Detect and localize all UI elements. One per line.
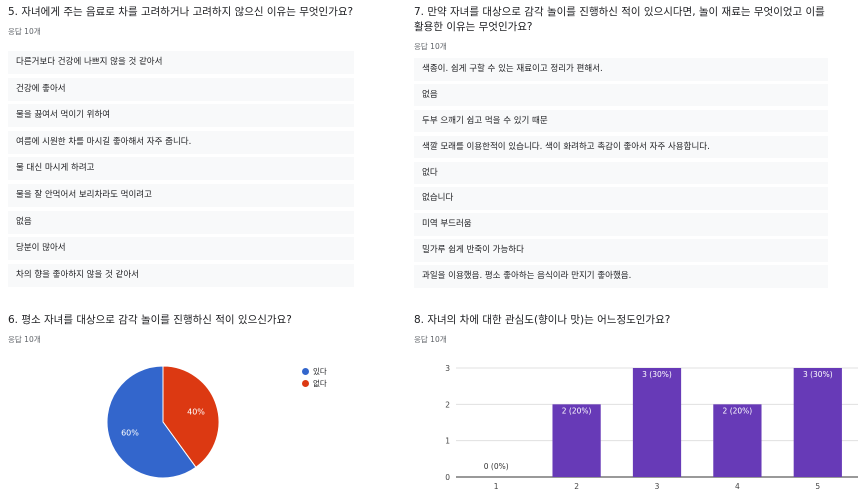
bar-value-label-2: 2 (20%) [562,406,592,415]
x-tick-label-5: 5 [815,482,820,491]
bar-value-label-4: 2 (20%) [723,406,753,415]
question-5-panel: 5. 자녀에게 주는 음료로 차를 고려하거나 고려하지 않으신 이유는 무엇인… [8,5,354,290]
question-7-title: 7. 만약 자녀를 대상으로 감각 놀이를 진행하신 적이 있으시다면, 놀이 … [414,6,825,33]
question-6-panel: 6. 평소 자녀를 대상으로 감각 놀이를 진행하신 적이 있으신가요? 응답 … [8,313,354,345]
x-tick-label-3: 3 [655,482,660,491]
bar-5 [793,368,842,477]
question-7-response-list: 색종이. 쉽게 구할 수 있는 재료이고 정리가 편해서. 없음 두부 으깨기 쉽고… [414,58,828,288]
question-5-response-6: 물을 잘 안먹어서 보리차라도 먹이려고 [8,183,354,207]
legend-dot-no [302,380,309,387]
question-5-title: 5. 자녀에게 주는 음료로 차를 고려하거나 고려하지 않으신 이유는 무엇인… [8,6,354,18]
bar-value-label-1: 0 (0%) [484,462,509,471]
question-8-panel: 8. 자녀의 차에 대한 관심도(향이나 맛)는 어느정도인가요? 응답 10개 [414,313,834,345]
y-tick-label-0: 0 [445,473,450,482]
question-7-panel: 7. 만약 자녀를 대상으로 감각 놀이를 진행하신 적이 있으시다면, 놀이 … [414,5,832,291]
question-5-response-count: 응답 10개 [8,27,41,36]
pie-label-yes: 60% [121,429,139,438]
y-tick-label-2: 2 [445,400,450,409]
question-7-response-4: 색깔 모래를 이용한적이 있습니다. 색이 화려하고 촉감이 좋아서 자주 사용… [414,135,828,159]
pie-slice-yes [106,365,197,479]
x-tick-label-2: 2 [574,482,579,491]
question-6-title: 6. 평소 자녀를 대상으로 감각 놀이를 진행하신 적이 있으신가요? [8,314,292,326]
bar-4 [713,404,762,477]
question-5-response-8: 당분이 많아서 [8,237,354,261]
question-7-response-3: 두부 으깨기 쉽고 먹을 수 있기 때문 [414,109,828,133]
pie-slice-no [162,365,220,469]
y-tick-label-1: 1 [445,437,450,446]
question-5-response-4: 여름에 시원한 차를 마시길 좋아해서 자주 줍니다. [8,130,354,154]
question-7-response-1: 색종이. 쉽게 구할 수 있는 재료이고 정리가 편해서. [414,58,828,81]
bar-2 [552,404,601,477]
question-5-response-5: 물 대신 마시게 하려고 [8,157,354,181]
pie-label-no: 40% [187,407,205,416]
question-5-response-3: 물을 끓여서 먹이기 위하여 [8,104,354,128]
question-6-response-count: 응답 10개 [8,335,41,344]
legend-item-yes: 있다 [302,366,327,377]
x-tick-label-1: 1 [494,482,499,491]
question-5-response-7: 없음 [8,210,354,234]
x-tick-label-4: 4 [735,482,740,491]
question-7-response-9: 과일을 이용했음. 평소 좋아하는 음식이라 만지기 좋아했음. [414,265,828,288]
question-5-response-1: 다른거보다 건강에 나쁘지 않을 것 같아서 [8,51,354,74]
legend-dot-yes [302,368,309,375]
question-7-response-6: 없습니다 [414,187,828,211]
question-7-response-count: 응답 10개 [414,42,447,51]
bar-value-label-5: 3 (30%) [803,370,833,379]
question-5-response-2: 건강에 좋아서 [8,77,354,101]
question-7-response-5: 없다 [414,161,828,185]
legend-item-no: 없다 [302,378,327,389]
y-tick-label-3: 3 [445,364,450,373]
legend-label-no: 없다 [313,379,327,388]
question-8-title: 8. 자녀의 차에 대한 관심도(향이나 맛)는 어느정도인가요? [414,314,671,326]
question-7-response-8: 밀가루 쉽게 반죽이 가능하다 [414,239,828,262]
legend-label-yes: 있다 [313,367,327,376]
bar-3 [632,368,682,477]
question-5-response-9: 차의 향을 좋아하지 않을 것 같아서 [8,263,354,287]
question-7-response-7: 미역 부드러움 [414,213,828,236]
bar-value-label-3: 3 (30%) [642,370,672,379]
question-7-response-2: 없음 [414,83,828,107]
question-8-response-count: 응답 10개 [414,335,447,344]
